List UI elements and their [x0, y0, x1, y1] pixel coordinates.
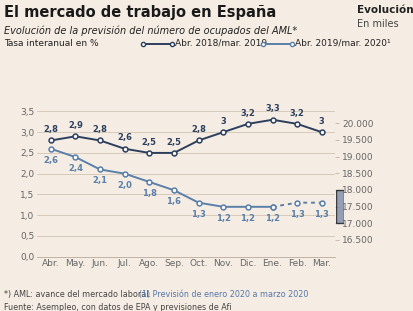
Text: 2,4: 2,4	[68, 164, 83, 173]
Text: 2,9: 2,9	[68, 121, 83, 130]
Text: El mercado de trabajo en España: El mercado de trabajo en España	[4, 5, 276, 20]
Text: 3: 3	[318, 117, 324, 126]
FancyBboxPatch shape	[335, 190, 343, 223]
Text: 2,8: 2,8	[43, 125, 58, 134]
Text: 2,6: 2,6	[43, 156, 58, 165]
Text: 1,2: 1,2	[240, 214, 255, 223]
Text: 3,3: 3,3	[264, 104, 279, 114]
Text: Abr. 2018/mar. 2019: Abr. 2018/mar. 2019	[175, 39, 267, 48]
Text: En miles: En miles	[356, 19, 398, 29]
Text: 1,6: 1,6	[166, 197, 181, 206]
Text: *) AML: avance del mercado laboral.: *) AML: avance del mercado laboral.	[4, 290, 151, 299]
Text: 2,1: 2,1	[93, 176, 107, 185]
Text: Abr. 2019/mar. 2020¹: Abr. 2019/mar. 2020¹	[294, 39, 390, 48]
Text: 1,3: 1,3	[313, 210, 328, 219]
Text: 2,8: 2,8	[191, 125, 206, 134]
Text: 2,6: 2,6	[117, 133, 132, 142]
Text: 3: 3	[220, 117, 225, 126]
Text: Tasa interanual en %: Tasa interanual en %	[4, 39, 104, 48]
Text: Fuente: Asempleo, con datos de EPA y previsiones de Afi: Fuente: Asempleo, con datos de EPA y pre…	[4, 303, 231, 311]
Text: 2,5: 2,5	[166, 137, 181, 146]
Text: 1,8: 1,8	[142, 189, 157, 198]
Text: 2,0: 2,0	[117, 180, 132, 189]
Text: 1,2: 1,2	[215, 214, 230, 223]
Text: 2,8: 2,8	[93, 125, 107, 134]
Text: Evolución de la previsión del número de ocupados del AML*: Evolución de la previsión del número de …	[4, 26, 297, 36]
Text: 1,2: 1,2	[264, 214, 279, 223]
Text: 3,2: 3,2	[289, 109, 304, 118]
Text: Evolución: Evolución	[356, 5, 413, 15]
Text: (1) Previsión de enero 2020 a marzo 2020: (1) Previsión de enero 2020 a marzo 2020	[138, 290, 307, 299]
Text: 3,2: 3,2	[240, 109, 255, 118]
Text: 1,3: 1,3	[191, 210, 206, 219]
Text: 2,5: 2,5	[142, 137, 157, 146]
Text: 1,3: 1,3	[289, 210, 304, 219]
